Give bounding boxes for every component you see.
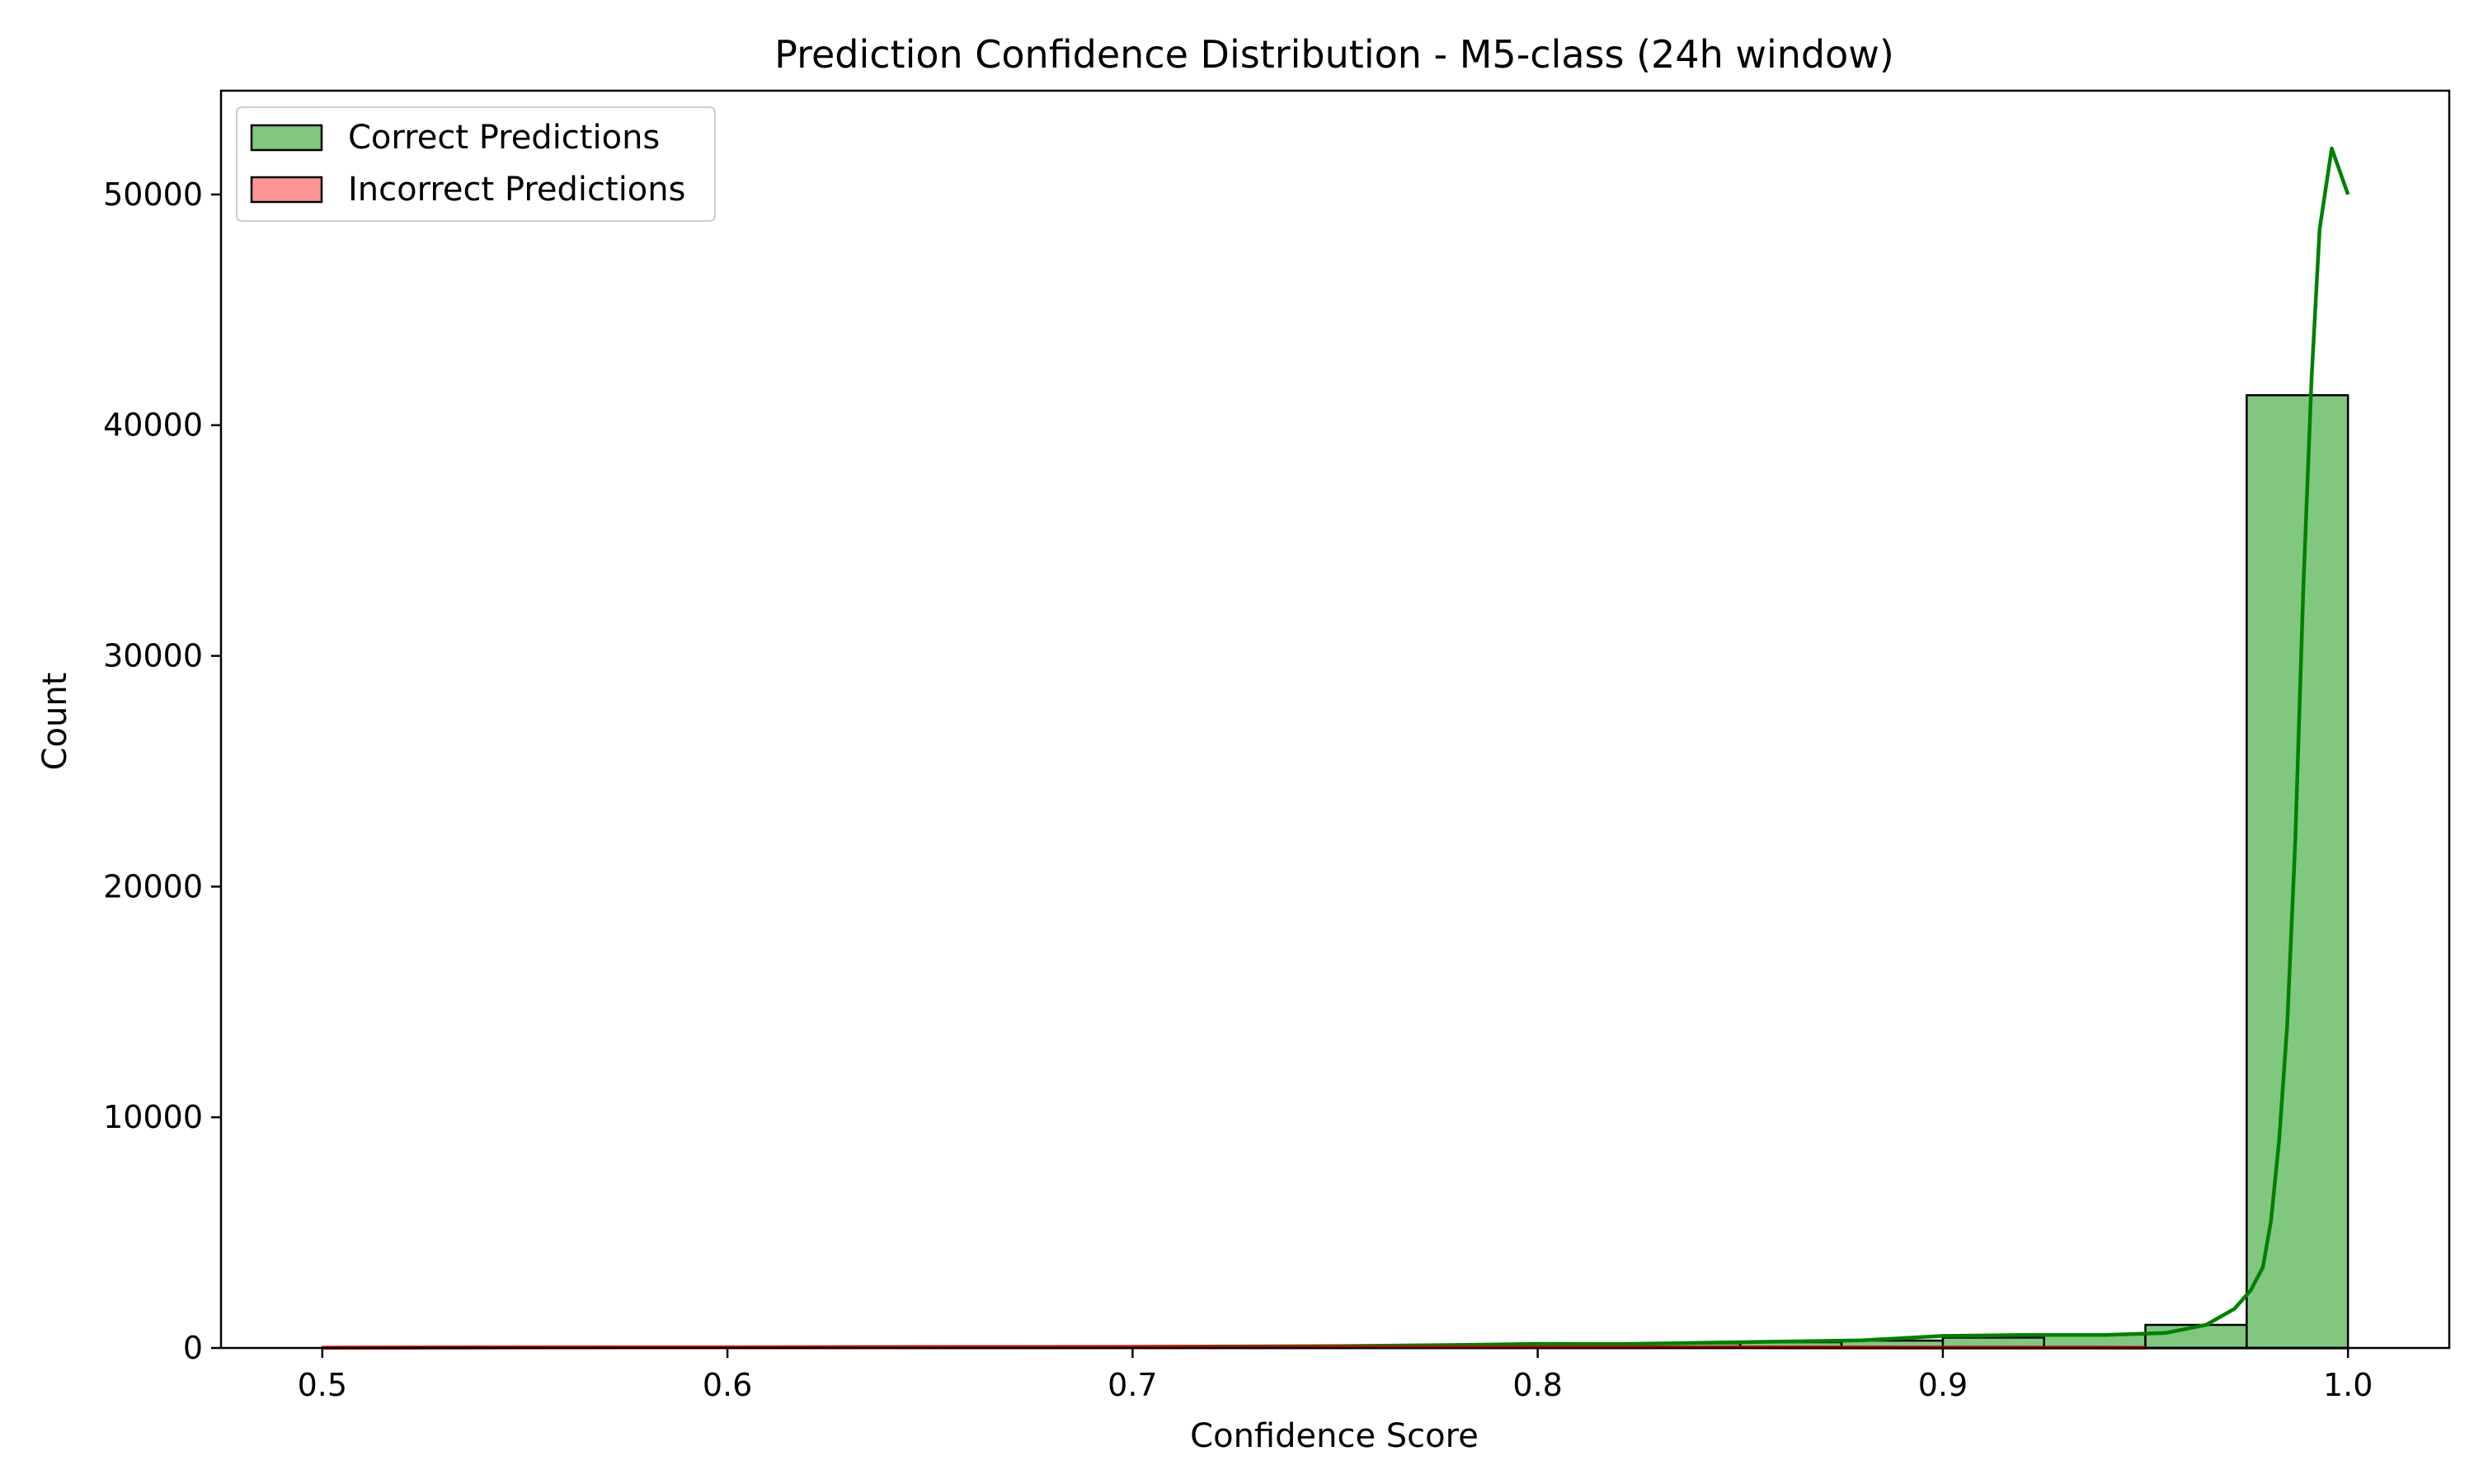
x-tick-label: 0.6 [703,1367,752,1403]
y-tick-label: 20000 [103,868,203,904]
legend: Correct Predictions Incorrect Prediction… [236,106,716,222]
y-tick-label: 50000 [103,176,203,213]
x-axis-title: Confidence Score [1190,1417,1479,1455]
y-axis-title: Count [36,673,74,771]
y-tick-label: 10000 [103,1099,203,1135]
legend-label-correct: Correct Predictions [348,119,660,157]
y-tick-label: 40000 [103,407,203,444]
x-tick-label: 0.9 [1918,1367,1968,1403]
y-tick-label: 30000 [103,638,203,674]
x-tick-label: 1.0 [2323,1367,2373,1403]
x-axis: 0.5 0.6 0.7 0.8 0.9 1.0 [298,1348,2373,1403]
y-tick-label: 0 [183,1330,203,1366]
plot-frame [219,89,2451,1350]
legend-box [236,106,716,222]
y-axis: 0 10000 20000 30000 40000 50000 [103,176,221,1366]
x-tick-label: 0.8 [1512,1367,1562,1403]
bar-correct-19 [2246,394,2349,1350]
legend-label-incorrect: Incorrect Predictions [348,171,685,209]
x-tick-label: 0.7 [1108,1367,1157,1403]
legend-swatch-incorrect [250,176,323,204]
chart-title: Prediction Confidence Distribution - M5-… [774,32,1894,77]
legend-swatch-correct [250,124,323,152]
x-tick-label: 0.5 [298,1367,347,1403]
